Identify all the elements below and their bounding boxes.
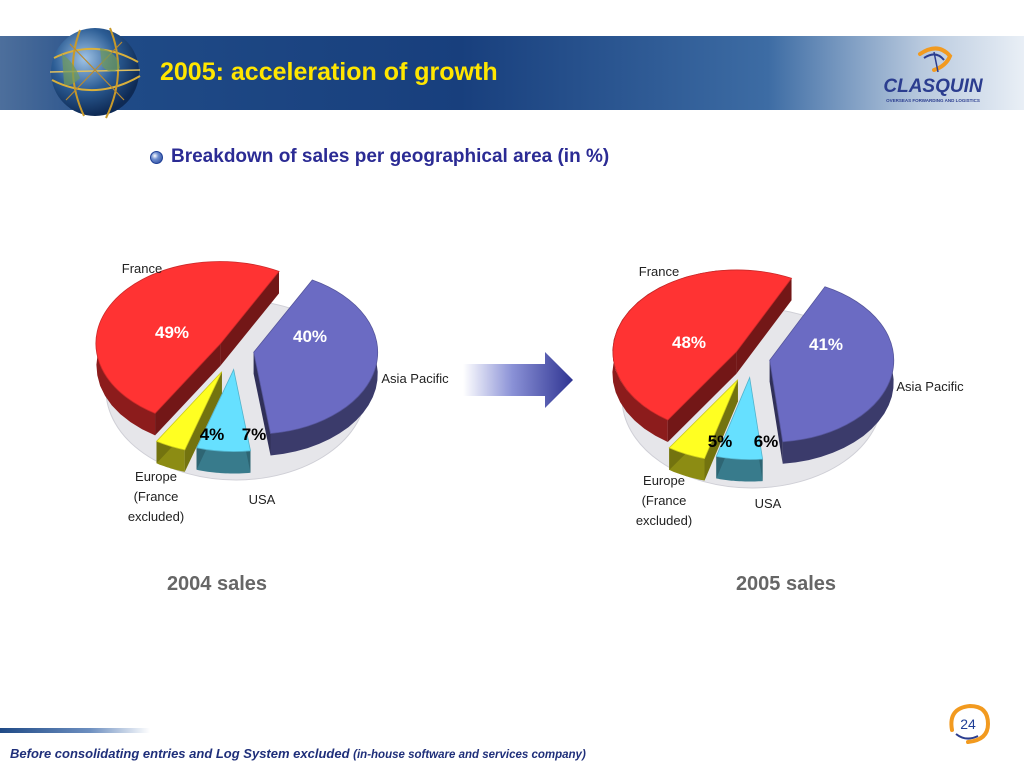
category-label: USA [755,496,782,511]
page-badge-icon [949,703,991,744]
pie-slice-france [612,269,793,421]
globe-icon [49,27,141,119]
pie-slice-asia-pacific [769,286,895,443]
pie-slice-europe-france-excluded [668,379,739,460]
pie-slice-side [782,286,894,464]
bullet-icon [150,150,163,164]
footer-line [0,728,150,733]
value-label: 4% [200,425,225,444]
pie-slice-side [270,280,378,456]
category-label: Europe [135,469,177,484]
pie-slice-wall [769,360,783,464]
pie-chart-2: 48% 41% 5% 6% France Asia Pacific Europe (Franc… [612,264,964,595]
category-label: excluded) [128,509,184,524]
footer-main: Before consolidating entries and Log Sys… [10,746,350,761]
pie-slice-wall [253,352,271,456]
pie-slice-europe-france-excluded [155,371,223,451]
category-label: Asia Pacific [381,371,449,386]
footer-paren: (in-house software and services company) [353,749,586,761]
value-label: 41% [809,335,843,354]
value-label: 49% [155,323,189,342]
category-label: France [639,264,679,279]
logo-wordmark: CLASQUIN [883,76,984,97]
pie-chart-1: 49% 40% 4% 7% France Asia Pacific Europe (Franc… [95,261,449,595]
value-label: 6% [754,432,779,451]
clasquin-logo: CLASQUIN OVERSEAS FORWARDING AND LOGISTI… [883,46,984,103]
category-label: Asia Pacific [896,379,964,394]
category-label: excluded) [636,513,692,528]
value-label: 5% [708,432,733,451]
pie-slice-usa [196,368,251,452]
header-band [0,36,1024,110]
slide-title: 2005: acceleration of growth [160,58,498,86]
category-label: USA [249,492,276,507]
logo-tagline: OVERSEAS FORWARDING AND LOGISTICS [886,98,980,103]
pie-slice-wall [220,271,280,366]
value-label: 7% [242,425,267,444]
subtitle-row: Breakdown of sales per geographical area… [150,146,609,168]
pie-slice-wall [155,343,221,436]
value-label: 40% [293,327,327,346]
category-label: France [122,261,162,276]
category-label: Europe [643,473,685,488]
category-label: (France [134,489,179,504]
pie-slice-side [716,456,763,482]
chart-title: 2005 sales [736,573,836,595]
category-label: (France [642,493,687,508]
chart-title: 2004 sales [167,573,267,595]
footer-note: Before consolidating entries and Log Sys… [10,746,586,761]
pie-slice-usa [715,376,764,460]
pie-slice-wall [736,278,792,374]
chart-subtitle: Breakdown of sales per geographical area… [171,146,610,167]
pie-slice-asia-pacific [253,279,379,434]
page-number: 24 [960,716,976,732]
pie-slice-wall [667,351,737,442]
pie-slice-side [196,447,251,474]
pie-slice-france [95,261,280,414]
right-arrow-icon [463,352,573,408]
value-label: 48% [672,333,706,352]
